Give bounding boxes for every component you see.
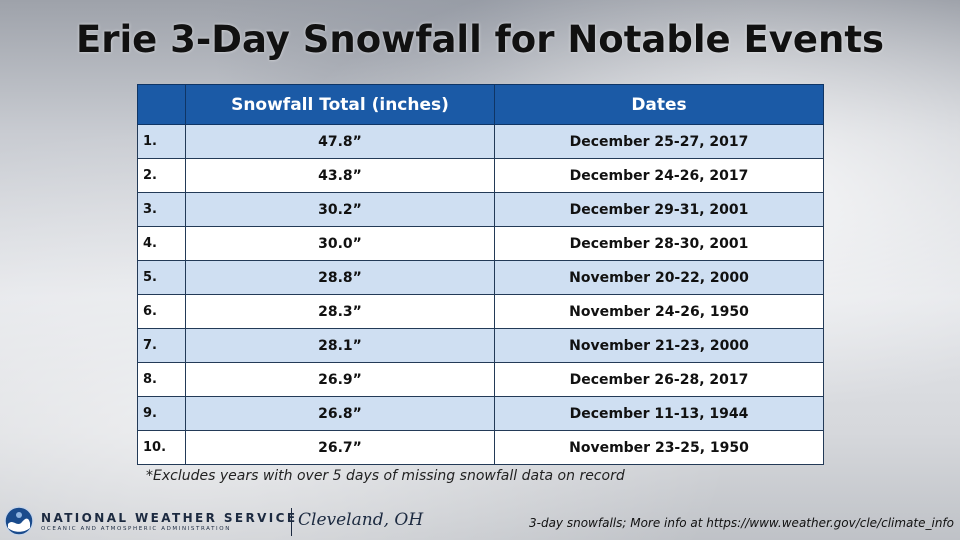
table-row: 10. 26.7” November 23-25, 1950 — [137, 430, 824, 465]
nws-subtitle: OCEANIC AND ATMOSPHERIC ADMINISTRATION — [41, 526, 231, 532]
table-row: 9. 26.8” December 11-13, 1944 — [137, 396, 824, 431]
footnote: *Excludes years with over 5 days of miss… — [146, 468, 625, 484]
rank-cell: 7. — [137, 328, 186, 363]
rank-cell: 1. — [137, 124, 186, 159]
office-name: Cleveland, OH — [298, 510, 424, 530]
dates-cell: November 23-25, 1950 — [494, 430, 824, 465]
snowfall-cell: 26.9” — [185, 362, 495, 397]
dates-cell: November 24-26, 1950 — [494, 294, 824, 329]
snowfall-cell: 28.1” — [185, 328, 495, 363]
credit-line: 3-day snowfalls; More info at https://ww… — [529, 516, 954, 530]
header-dates: Dates — [494, 84, 824, 125]
snowfall-cell: 28.8” — [185, 260, 495, 295]
table-row: 8. 26.9” December 26-28, 2017 — [137, 362, 824, 397]
rank-cell: 2. — [137, 158, 186, 193]
snowfall-cell: 30.2” — [185, 192, 495, 227]
snowfall-cell: 47.8” — [185, 124, 495, 159]
dates-cell: November 21-23, 2000 — [494, 328, 824, 363]
rank-cell: 10. — [137, 430, 186, 465]
rank-cell: 4. — [137, 226, 186, 261]
dates-cell: December 28-30, 2001 — [494, 226, 824, 261]
table-row: 3. 30.2” December 29-31, 2001 — [137, 192, 824, 227]
noaa-logo-icon — [4, 506, 34, 536]
table-row: 4. 30.0” December 28-30, 2001 — [137, 226, 824, 261]
page-title: Erie 3-Day Snowfall for Notable Events — [75, 18, 885, 61]
rank-cell: 6. — [137, 294, 186, 329]
dates-cell: December 29-31, 2001 — [494, 192, 824, 227]
snowfall-cell: 26.8” — [185, 396, 495, 431]
snowfall-table: Snowfall Total (inches) Dates 1. 47.8” D… — [137, 84, 824, 465]
dates-cell: December 24-26, 2017 — [494, 158, 824, 193]
dates-cell: November 20-22, 2000 — [494, 260, 824, 295]
snowfall-cell: 28.3” — [185, 294, 495, 329]
table-row: 6. 28.3” November 24-26, 1950 — [137, 294, 824, 329]
header-snowfall-total: Snowfall Total (inches) — [185, 84, 495, 125]
table-header-row: Snowfall Total (inches) Dates — [137, 84, 824, 125]
header-rank — [137, 84, 186, 125]
nws-name: NATIONAL WEATHER SERVICE — [41, 511, 298, 525]
rank-cell: 5. — [137, 260, 186, 295]
snowfall-cell: 30.0” — [185, 226, 495, 261]
rank-cell: 9. — [137, 396, 186, 431]
table-row: 1. 47.8” December 25-27, 2017 — [137, 124, 824, 159]
dates-cell: December 26-28, 2017 — [494, 362, 824, 397]
table-row: 2. 43.8” December 24-26, 2017 — [137, 158, 824, 193]
table-row: 7. 28.1” November 21-23, 2000 — [137, 328, 824, 363]
snowfall-cell: 26.7” — [185, 430, 495, 465]
table-row: 5. 28.8” November 20-22, 2000 — [137, 260, 824, 295]
dates-cell: December 11-13, 1944 — [494, 396, 824, 431]
snowfall-cell: 43.8” — [185, 158, 495, 193]
branding-divider — [291, 508, 292, 536]
rank-cell: 3. — [137, 192, 186, 227]
rank-cell: 8. — [137, 362, 186, 397]
dates-cell: December 25-27, 2017 — [494, 124, 824, 159]
